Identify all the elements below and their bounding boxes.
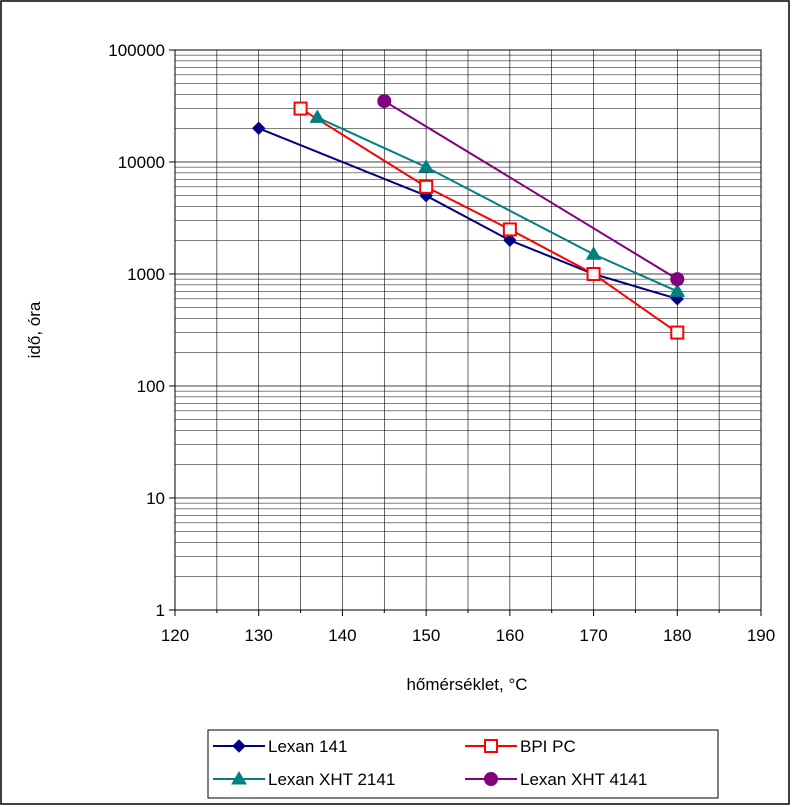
series-2 <box>293 101 685 340</box>
legend-entry: Lexan XHT 4141 <box>465 770 647 789</box>
data-point-marker <box>419 179 434 194</box>
axis-ticks: 120 130 140 150 160 170 180 190 1 10 100 1000 10000 1… <box>108 41 775 645</box>
data-point-marker <box>309 109 326 123</box>
x-tick-label: 170 <box>579 626 607 645</box>
legend-marker <box>484 739 498 753</box>
y-axis-label: idő, óra <box>25 301 44 358</box>
series-3 <box>309 109 686 297</box>
legend-label: Lexan XHT 4141 <box>520 770 647 789</box>
data-point-marker <box>418 159 435 173</box>
x-tick-label: 160 <box>496 626 524 645</box>
x-axis-label: hőmérséklet, °C <box>406 675 527 694</box>
series-4 <box>377 94 685 287</box>
legend: Lexan 141 BPI PC Lexan XHT 2141 Lexan XHT 4… <box>207 729 719 799</box>
data-point-marker <box>293 101 308 116</box>
y-tick-label: 1000 <box>127 265 165 284</box>
x-tick-label: 130 <box>245 626 273 645</box>
legend-box <box>207 729 719 799</box>
legend-entry: BPI PC <box>465 737 576 756</box>
x-tick-label: 120 <box>161 626 189 645</box>
x-tick-label: 150 <box>412 626 440 645</box>
legend-entry: Lexan XHT 2141 <box>213 770 395 789</box>
data-point-marker <box>670 325 685 340</box>
data-point-marker <box>503 233 517 247</box>
legend-label: Lexan XHT 2141 <box>268 770 395 789</box>
y-tick-label: 10 <box>146 489 165 508</box>
y-tick-label: 100 <box>137 377 165 396</box>
data-point-marker <box>585 246 602 260</box>
series-layer <box>252 94 686 340</box>
x-tick-label: 180 <box>663 626 691 645</box>
legend-marker <box>484 772 498 786</box>
legend-label: BPI PC <box>520 737 576 756</box>
x-tick-label: 190 <box>747 626 775 645</box>
data-point-marker <box>377 94 392 109</box>
y-tick-label: 10000 <box>118 153 165 172</box>
legend-marker <box>232 739 246 753</box>
data-point-marker <box>670 272 685 287</box>
x-tick-label: 140 <box>328 626 356 645</box>
legend-entry: Lexan 141 <box>213 737 347 756</box>
y-tick-label: 1 <box>156 601 165 620</box>
data-point-marker <box>669 283 686 297</box>
data-point-marker <box>586 267 601 281</box>
y-tick-label: 100000 <box>108 41 165 60</box>
legend-label: Lexan 141 <box>268 737 347 756</box>
series-line <box>383 100 678 280</box>
legend-marker <box>231 771 247 785</box>
data-point-marker <box>502 222 517 237</box>
data-point-marker <box>252 121 266 135</box>
series-line <box>316 116 678 293</box>
